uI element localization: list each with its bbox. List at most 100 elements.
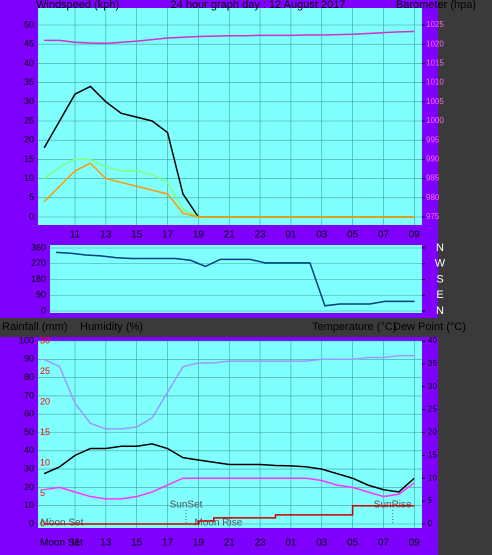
x-tick-label: 23 [255, 538, 267, 549]
y3-tick-label: 10 [40, 457, 50, 467]
y-tick-label: 0 [29, 518, 34, 528]
y2-tick-label: 1010 [426, 78, 444, 87]
annotation: SunSet [170, 500, 203, 511]
y2-tick-label: 975 [426, 212, 440, 221]
y-label: Humidity (%) [80, 321, 143, 333]
y-tick-label: 60 [24, 409, 34, 419]
y-tick-label: 10 [24, 173, 34, 183]
series-line [55, 251, 415, 307]
y2-tick-label: 1020 [426, 39, 444, 48]
series-line [44, 30, 415, 45]
x-tick-label: 15 [131, 538, 143, 549]
series-line [43, 354, 415, 430]
y2-tick-label: S [436, 273, 443, 285]
plot-area [38, 8, 422, 225]
y2-tick-label: 25 [428, 405, 437, 414]
x-tick-label: 05 [347, 230, 359, 241]
y-tick-label: 50 [24, 427, 34, 437]
y2-tick-label: E [436, 289, 443, 301]
series-line [44, 477, 415, 500]
y-tick-label: 70 [24, 390, 34, 400]
annotation: Moon Set [41, 518, 84, 529]
y-tick-label: 30 [24, 96, 34, 106]
y2-tick-label: 15 [428, 450, 437, 459]
y-tick-label: 50 [24, 19, 34, 29]
plot-area [38, 341, 422, 528]
y-tick-label: 45 [24, 39, 34, 49]
y2-label: Dew Point (°C) [393, 321, 466, 333]
y-tick-label: 80 [24, 372, 34, 382]
x-tick-label: 23 [255, 230, 267, 241]
y-tick-label: 5 [29, 192, 34, 202]
y-tick-label: 35 [24, 77, 34, 87]
x-tick-label: 09 [409, 538, 421, 549]
y-tick-label: 0 [29, 211, 34, 221]
y3-tick-label: 0 [40, 518, 45, 528]
y-label: Rainfall (mm) [2, 321, 67, 333]
y3-tick-label: 25 [40, 366, 50, 376]
chart-title: 24 hour graph day : 12 August 2017 [171, 0, 346, 11]
y2-tick-label: N [436, 242, 444, 254]
y2-label: Temperature (°C) [312, 321, 396, 333]
x-tick-label: 13 [100, 230, 112, 241]
series-line [43, 162, 415, 218]
y2-tick-label: 30 [428, 382, 437, 391]
x-tick-label: 19 [193, 230, 205, 241]
y2-tick-label: 980 [426, 193, 440, 202]
x-tick-label: 21 [224, 538, 236, 549]
y2-tick-label: 10 [428, 473, 437, 482]
y3-tick-label: 5 [40, 488, 45, 498]
y3-tick-label: 30 [40, 335, 50, 345]
x-tick-label: 11 [70, 230, 81, 241]
y-tick-label: 20 [24, 482, 34, 492]
y2-tick-label: N [436, 305, 444, 317]
y-tick-label: 270 [31, 258, 46, 268]
x-tick-label: 03 [316, 230, 328, 241]
y2-tick-label: 5 [428, 496, 433, 505]
x-tick-label: 11 [70, 538, 81, 549]
x-axis-prefix: Moon Set [40, 538, 83, 549]
x-tick-label: 01 [285, 538, 297, 549]
x-tick-label: 13 [100, 538, 112, 549]
y-tick-label: 180 [31, 274, 46, 284]
y-tick-label: 90 [24, 354, 34, 364]
x-tick-label: 07 [378, 538, 390, 549]
y2-label: Barometer (hpa) [396, 0, 476, 11]
x-tick-label: 07 [378, 230, 390, 241]
y-tick-label: 30 [24, 463, 34, 473]
y-tick-label: 10 [24, 500, 34, 510]
x-tick-label: 19 [193, 538, 205, 549]
y-tick-label: 15 [24, 154, 34, 164]
y-tick-label: 40 [24, 445, 34, 455]
y2-tick-label: 1000 [426, 116, 444, 125]
y-tick-label: 25 [24, 115, 34, 125]
y3-tick-label: 20 [40, 396, 50, 406]
series-line [43, 443, 415, 493]
x-tick-label: 21 [224, 230, 236, 241]
y-tick-label: 100 [19, 335, 34, 345]
y2-tick-label: 1015 [426, 59, 444, 68]
y2-tick-label: 0 [428, 519, 433, 528]
y2-tick-label: 20 [428, 428, 437, 437]
x-tick-label: 09 [409, 230, 421, 241]
x-tick-label: 01 [285, 230, 297, 241]
y3-tick-label: 15 [40, 427, 50, 437]
annotation: Moon Rise [195, 518, 243, 529]
x-tick-label: 17 [162, 538, 174, 549]
x-tick-label: 05 [347, 538, 359, 549]
y-tick-label: 360 [31, 242, 46, 252]
x-tick-label: 03 [316, 538, 328, 549]
y-label: Windspeed (kph) [36, 0, 119, 11]
plot-area [50, 245, 422, 313]
y-tick-label: 40 [24, 58, 34, 68]
series-line [44, 504, 415, 525]
y2-tick-label: 995 [426, 135, 440, 144]
y-tick-label: 0 [41, 305, 46, 315]
y2-tick-label: 40 [428, 336, 437, 345]
y2-tick-label: W [435, 258, 446, 270]
y-tick-label: 20 [24, 135, 34, 145]
y-tick-label: 90 [36, 290, 46, 300]
y2-tick-label: 985 [426, 174, 440, 183]
y2-tick-label: 1025 [426, 20, 444, 29]
